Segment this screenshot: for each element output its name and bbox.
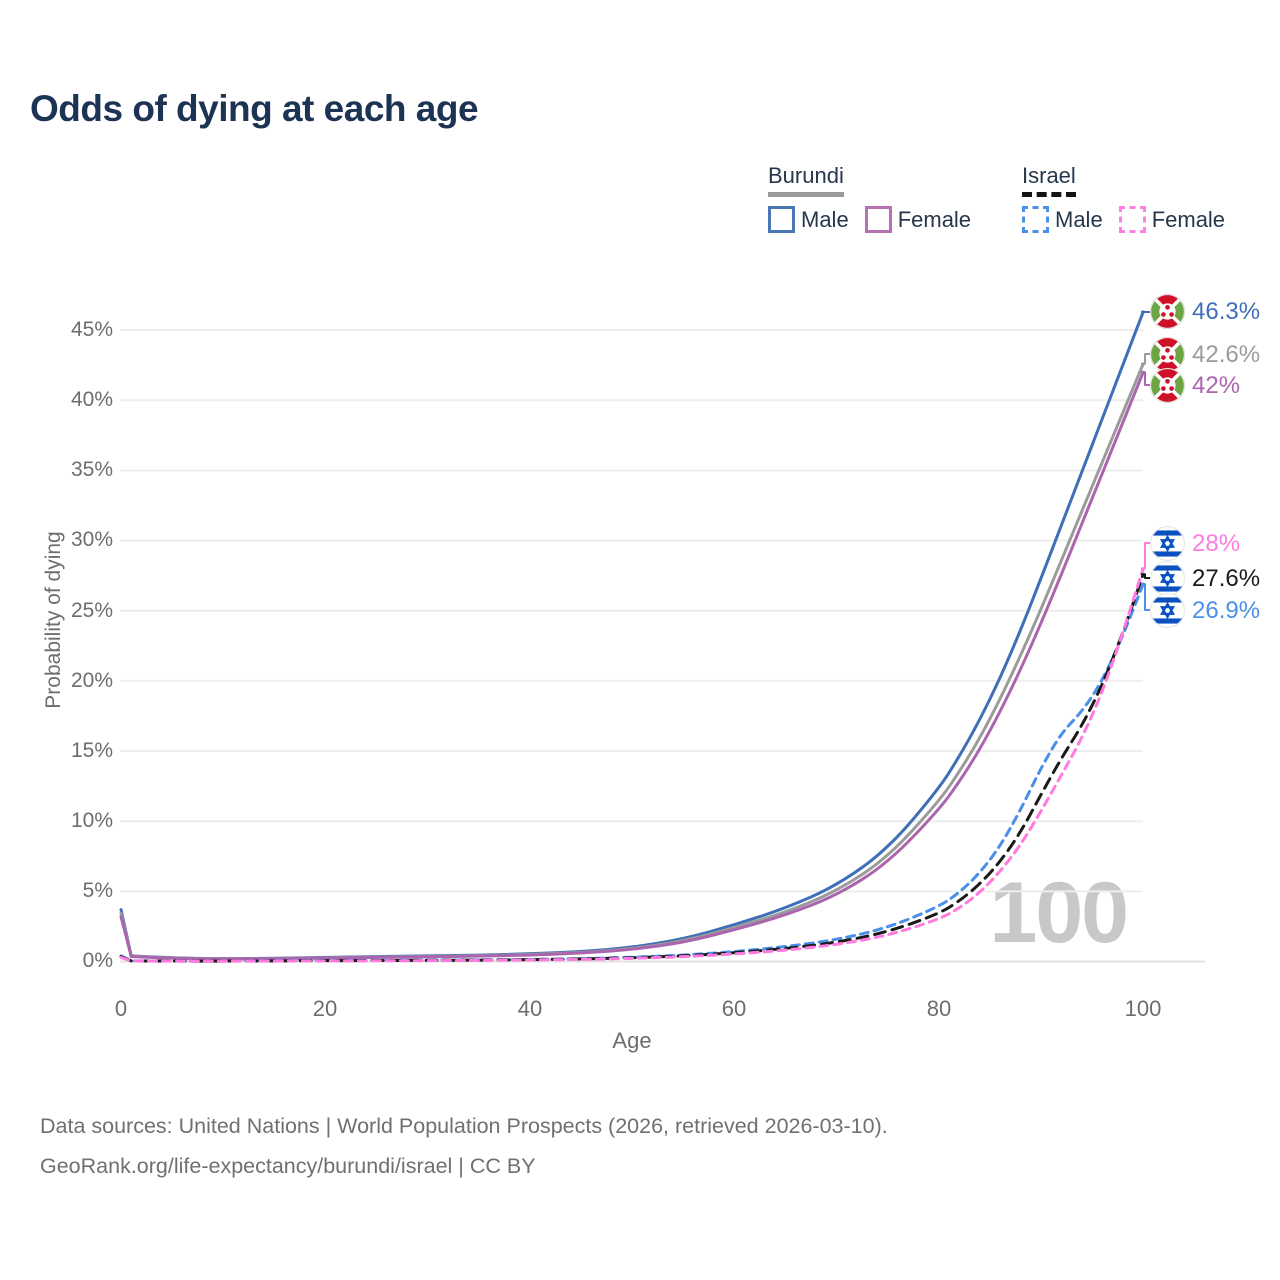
legend-swatch-burundi-male[interactable] <box>768 206 795 233</box>
x-axis-tick: 40 <box>517 996 543 1021</box>
y-axis-tick: 35% <box>70 458 113 481</box>
x-axis-tick: 20 <box>312 996 338 1021</box>
y-axis-tick: 45% <box>70 318 113 341</box>
end-label-israel-both: 27.6% <box>1150 561 1260 596</box>
footer-line-2: GeoRank.org/life-expectancy/burundi/isra… <box>40 1154 536 1178</box>
burundi-flag-icon <box>1150 368 1185 403</box>
legend-country-israel[interactable]: Israel <box>1022 163 1076 197</box>
end-label-value: 42.6% <box>1192 340 1261 368</box>
end-label-burundi-both: 42.6% <box>1150 337 1260 372</box>
legend-swatch-burundi-female[interactable] <box>864 206 892 233</box>
legend-group-burundi: Burundi Male Female <box>768 163 987 233</box>
end-label-value: 26.9% <box>1192 596 1261 624</box>
x-axis-tick: 100 <box>1124 996 1162 1021</box>
x-axis-tick: 80 <box>926 996 952 1021</box>
legend-label-israel-male[interactable]: Male <box>1055 206 1103 232</box>
israel-flag-icon <box>1150 526 1185 561</box>
y-axis-tick: 10% <box>70 809 113 832</box>
y-axis-tick: 25% <box>70 599 113 622</box>
y-axis-tick: 20% <box>70 669 113 692</box>
x-axis-tick: 60 <box>721 996 747 1021</box>
end-label-burundi-male: 46.3% <box>1150 294 1260 329</box>
legend-swatch-israel-male[interactable] <box>1022 206 1049 233</box>
legend-label-burundi-female[interactable]: Female <box>897 206 972 232</box>
x-axis-tick: 0 <box>114 996 128 1021</box>
burundi-flag-icon <box>1150 337 1185 372</box>
legend-label-israel-female[interactable]: Female <box>1151 206 1226 232</box>
footer-line-1: Data sources: United Nations | World Pop… <box>40 1114 888 1138</box>
israel-flag-icon <box>1150 561 1185 596</box>
end-label-value: 46.3% <box>1192 297 1261 325</box>
y-axis-tick: 15% <box>70 739 113 762</box>
end-label-israel-male: 26.9% <box>1150 593 1260 628</box>
legend-country-burundi[interactable]: Burundi <box>768 163 844 197</box>
end-label-value: 27.6% <box>1192 564 1261 592</box>
israel-flag-icon <box>1150 593 1185 628</box>
legend-label-burundi-male[interactable]: Male <box>801 206 849 232</box>
y-axis-tick: 5% <box>82 879 113 902</box>
y-axis-tick: 40% <box>70 388 113 411</box>
page-title: Odds of dying at each age <box>30 88 479 129</box>
data-source-footer: Data sources: United Nations | World Pop… <box>40 1106 888 1186</box>
y-axis-tick: 0% <box>82 949 113 972</box>
y-axis-title: Probability of dying <box>42 531 65 709</box>
burundi-flag-icon <box>1150 294 1185 329</box>
x-axis-title: Age <box>612 1028 652 1053</box>
legend-group-israel: Israel Male Female <box>1022 163 1241 233</box>
legend-swatch-israel-female[interactable] <box>1118 206 1146 233</box>
end-label-israel-female: 28% <box>1150 526 1240 561</box>
age-counter-watermark: 100 <box>989 865 1129 961</box>
end-label-burundi-female: 42% <box>1150 368 1240 403</box>
end-label-value: 42% <box>1192 371 1241 399</box>
end-label-value: 28% <box>1192 529 1241 557</box>
y-axis-tick: 30% <box>70 528 113 551</box>
